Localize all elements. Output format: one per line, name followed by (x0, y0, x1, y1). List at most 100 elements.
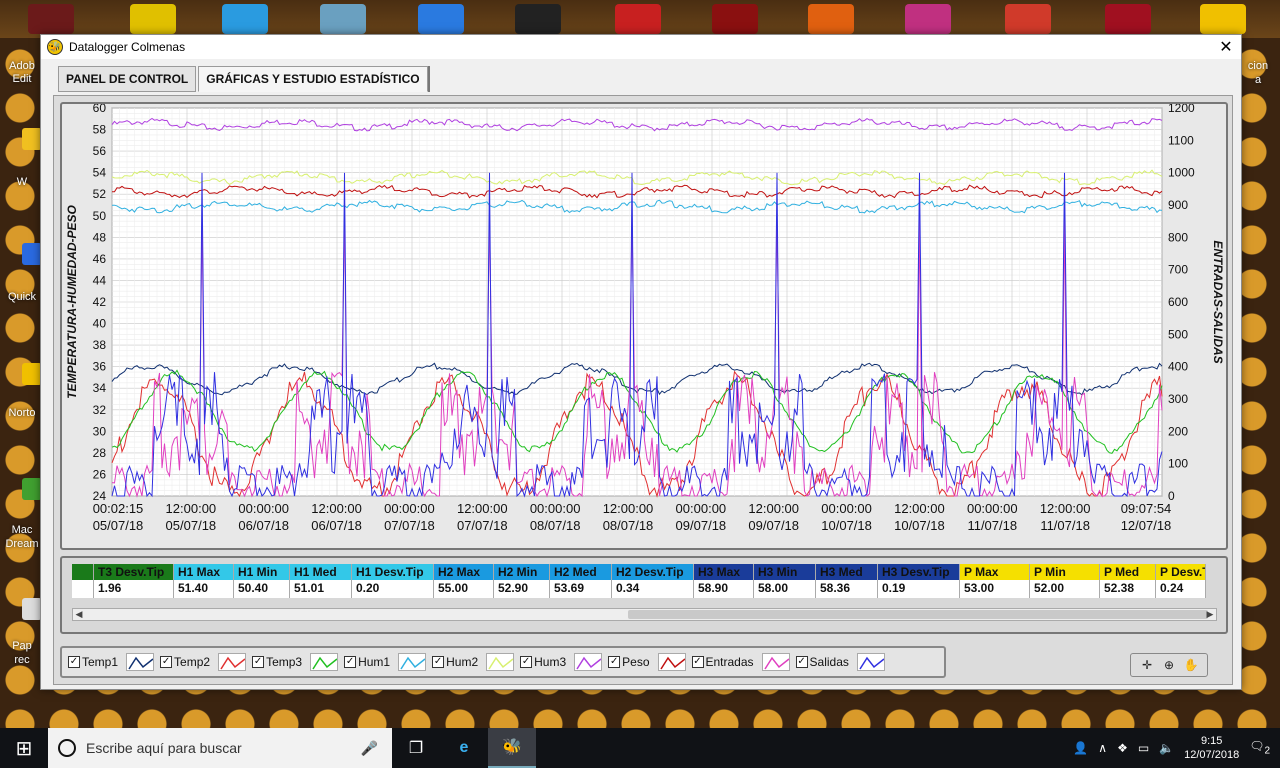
stats-row-marker (72, 580, 94, 598)
horizontal-scrollbar[interactable]: ◀ ▶ (72, 608, 1217, 621)
desktop-label[interactable]: Mac (11, 524, 33, 536)
datalogger-taskbar-icon[interactable]: 🐝 (488, 728, 536, 768)
word-icon[interactable] (22, 128, 42, 150)
legend-swatch (486, 653, 515, 671)
legend-checkbox[interactable]: ✓ (252, 656, 265, 668)
line-chart[interactable]: 60 58 56 54 52 50 48 46 44 42 40 38 36 34 32 30 28 26 24 1… (62, 104, 1226, 548)
desktop-icon[interactable] (1005, 4, 1051, 34)
desktop-icon[interactable] (712, 4, 758, 34)
legend-checkbox[interactable]: ✓ (608, 656, 621, 668)
desktop-label[interactable]: rec (14, 654, 30, 666)
tab-graficas[interactable]: GRÁFICAS Y ESTUDIO ESTADÍSTICO (198, 66, 428, 92)
network-icon[interactable]: ▭ (1137, 741, 1150, 755)
desktop-label[interactable]: cion (1247, 60, 1269, 72)
legend-item-peso[interactable]: ✓ Peso (608, 653, 686, 671)
taskbar-clock[interactable]: 9:15 12/07/2018 (1184, 734, 1239, 762)
legend-checkbox[interactable]: ✓ (432, 656, 445, 668)
windows-start-icon[interactable]: ⊞ (15, 737, 33, 760)
y-tick-label: 26 (93, 467, 107, 481)
y2-tick-label: 0 (1168, 489, 1175, 503)
x-tick-label: 12:00:00 (311, 501, 362, 516)
tab-bar: PANEL DE CONTROL GRÁFICAS Y ESTUDIO ESTA… (58, 66, 430, 92)
crosshair-cursor-icon[interactable]: ✛ (1141, 658, 1153, 672)
legend-item-entradas[interactable]: ✓ Entradas (691, 653, 790, 671)
series-line-peso (112, 184, 1163, 199)
people-icon[interactable]: 👤 (1073, 741, 1089, 755)
close-button[interactable]: ✕ (1219, 39, 1233, 56)
x-tick-label: 00:00:00 (821, 501, 872, 516)
legend-item-hum3[interactable]: ✓ Hum3 (520, 653, 603, 671)
y-tick-label: 28 (93, 446, 107, 460)
show-hidden-icons-icon[interactable]: ∧ (1098, 741, 1108, 755)
desktop-icon[interactable] (28, 4, 74, 34)
x-tick-label: 12:00:00 (1040, 501, 1091, 516)
legend-checkbox[interactable]: ✓ (795, 656, 808, 668)
norton-icon[interactable] (22, 363, 42, 385)
microphone-icon[interactable]: 🎤 (360, 739, 378, 756)
legend-swatch (856, 653, 885, 671)
desktop-label[interactable]: Norto (8, 407, 36, 419)
desktop-icon[interactable] (808, 4, 854, 34)
stats-header-cell: T3 Desv.Tip (94, 564, 174, 580)
x-tick-label: 05/07/18 (93, 518, 144, 533)
desktop-label[interactable]: Adob (9, 60, 35, 72)
window-title: Datalogger Colmenas (69, 40, 186, 54)
stats-header-cell: P Max (960, 564, 1030, 580)
legend-item-temp2[interactable]: ✓ Temp2 (160, 653, 247, 671)
dreamweaver-icon[interactable] (22, 478, 42, 500)
tab-panel-de-control[interactable]: PANEL DE CONTROL (58, 66, 197, 92)
notifications-icon[interactable]: 🗨2 (1249, 739, 1270, 757)
x-tick-label: 09/07/18 (676, 518, 727, 533)
x-tick-label: 11/07/18 (967, 518, 1017, 533)
desktop-label[interactable]: Edit (12, 73, 32, 85)
dropbox-icon[interactable]: ❖ (1117, 741, 1128, 755)
recycle-bin-icon[interactable] (22, 598, 42, 620)
legend-checkbox[interactable]: ✓ (344, 656, 357, 668)
scrollbar-thumb[interactable] (628, 610, 1208, 619)
desktop-icon[interactable] (905, 4, 951, 34)
x-tick-label: 00:00:00 (676, 501, 727, 516)
volume-icon[interactable]: 🔈 (1159, 741, 1175, 755)
desktop-label[interactable]: a (1254, 74, 1262, 86)
legend-checkbox[interactable]: ✓ (691, 656, 704, 668)
stats-header-cell: H2 Min (494, 564, 550, 580)
desktop-label[interactable]: Quick (7, 291, 37, 303)
scroll-left-icon[interactable]: ◀ (75, 609, 83, 619)
legend-checkbox[interactable]: ✓ (520, 656, 533, 668)
desktop-icon[interactable] (515, 4, 561, 34)
zoom-icon[interactable]: ⊕ (1163, 658, 1175, 672)
statistics-table: T3 Desv.Tip H1 Max H1 Min H1 Med H1 Desv.Tip… (60, 556, 1228, 634)
legend-swatch (218, 653, 247, 671)
desktop-icon[interactable] (1200, 4, 1246, 34)
legend-item-hum2[interactable]: ✓ Hum2 (432, 653, 515, 671)
legend-item-temp1[interactable]: ✓ Temp1 (68, 653, 155, 671)
desktop-icon[interactable] (1105, 4, 1151, 34)
desktop-icon[interactable] (130, 4, 176, 34)
legend-checkbox[interactable]: ✓ (68, 656, 80, 668)
x-tick-label: 00:02:15 (93, 501, 144, 516)
x-tick-label: 12:00:00 (457, 501, 508, 516)
task-view-icon[interactable]: ❐ (408, 740, 424, 757)
legend-checkbox[interactable]: ✓ (160, 656, 173, 668)
chart-frame: 60 58 56 54 52 50 48 46 44 42 40 38 36 34 32 30 28 26 24 1… (60, 102, 1228, 550)
desktop-icon[interactable] (418, 4, 464, 34)
title-bar[interactable]: 🐝 Datalogger Colmenas ✕ (41, 35, 1241, 59)
desktop-label[interactable]: Pap (12, 640, 32, 652)
legend-item-hum1[interactable]: ✓ Hum1 (344, 653, 427, 671)
desktop-label[interactable]: W (16, 176, 28, 188)
pan-hand-icon[interactable]: ✋ (1183, 658, 1199, 672)
desktop-icon[interactable] (615, 4, 661, 34)
legend-item-salidas[interactable]: ✓ Salidas (795, 653, 885, 671)
edge-browser-icon[interactable]: e (459, 739, 469, 756)
y-tick-label: 56 (93, 144, 107, 158)
y-axis-ticks: 60 58 56 54 52 50 48 46 44 42 40 38 36 34 32 30 28 26 24 (93, 104, 107, 503)
quicktime-icon[interactable] (22, 243, 42, 265)
legend-item-temp3[interactable]: ✓ Temp3 (252, 653, 339, 671)
desktop-icon[interactable] (222, 4, 268, 34)
desktop-label[interactable]: Dream (5, 538, 39, 550)
taskbar-search-box[interactable]: Escribe aquí para buscar 🎤 (48, 728, 392, 768)
desktop-icon[interactable] (320, 4, 366, 34)
y-tick-label: 38 (93, 338, 107, 352)
scroll-right-icon[interactable]: ▶ (1206, 609, 1214, 619)
